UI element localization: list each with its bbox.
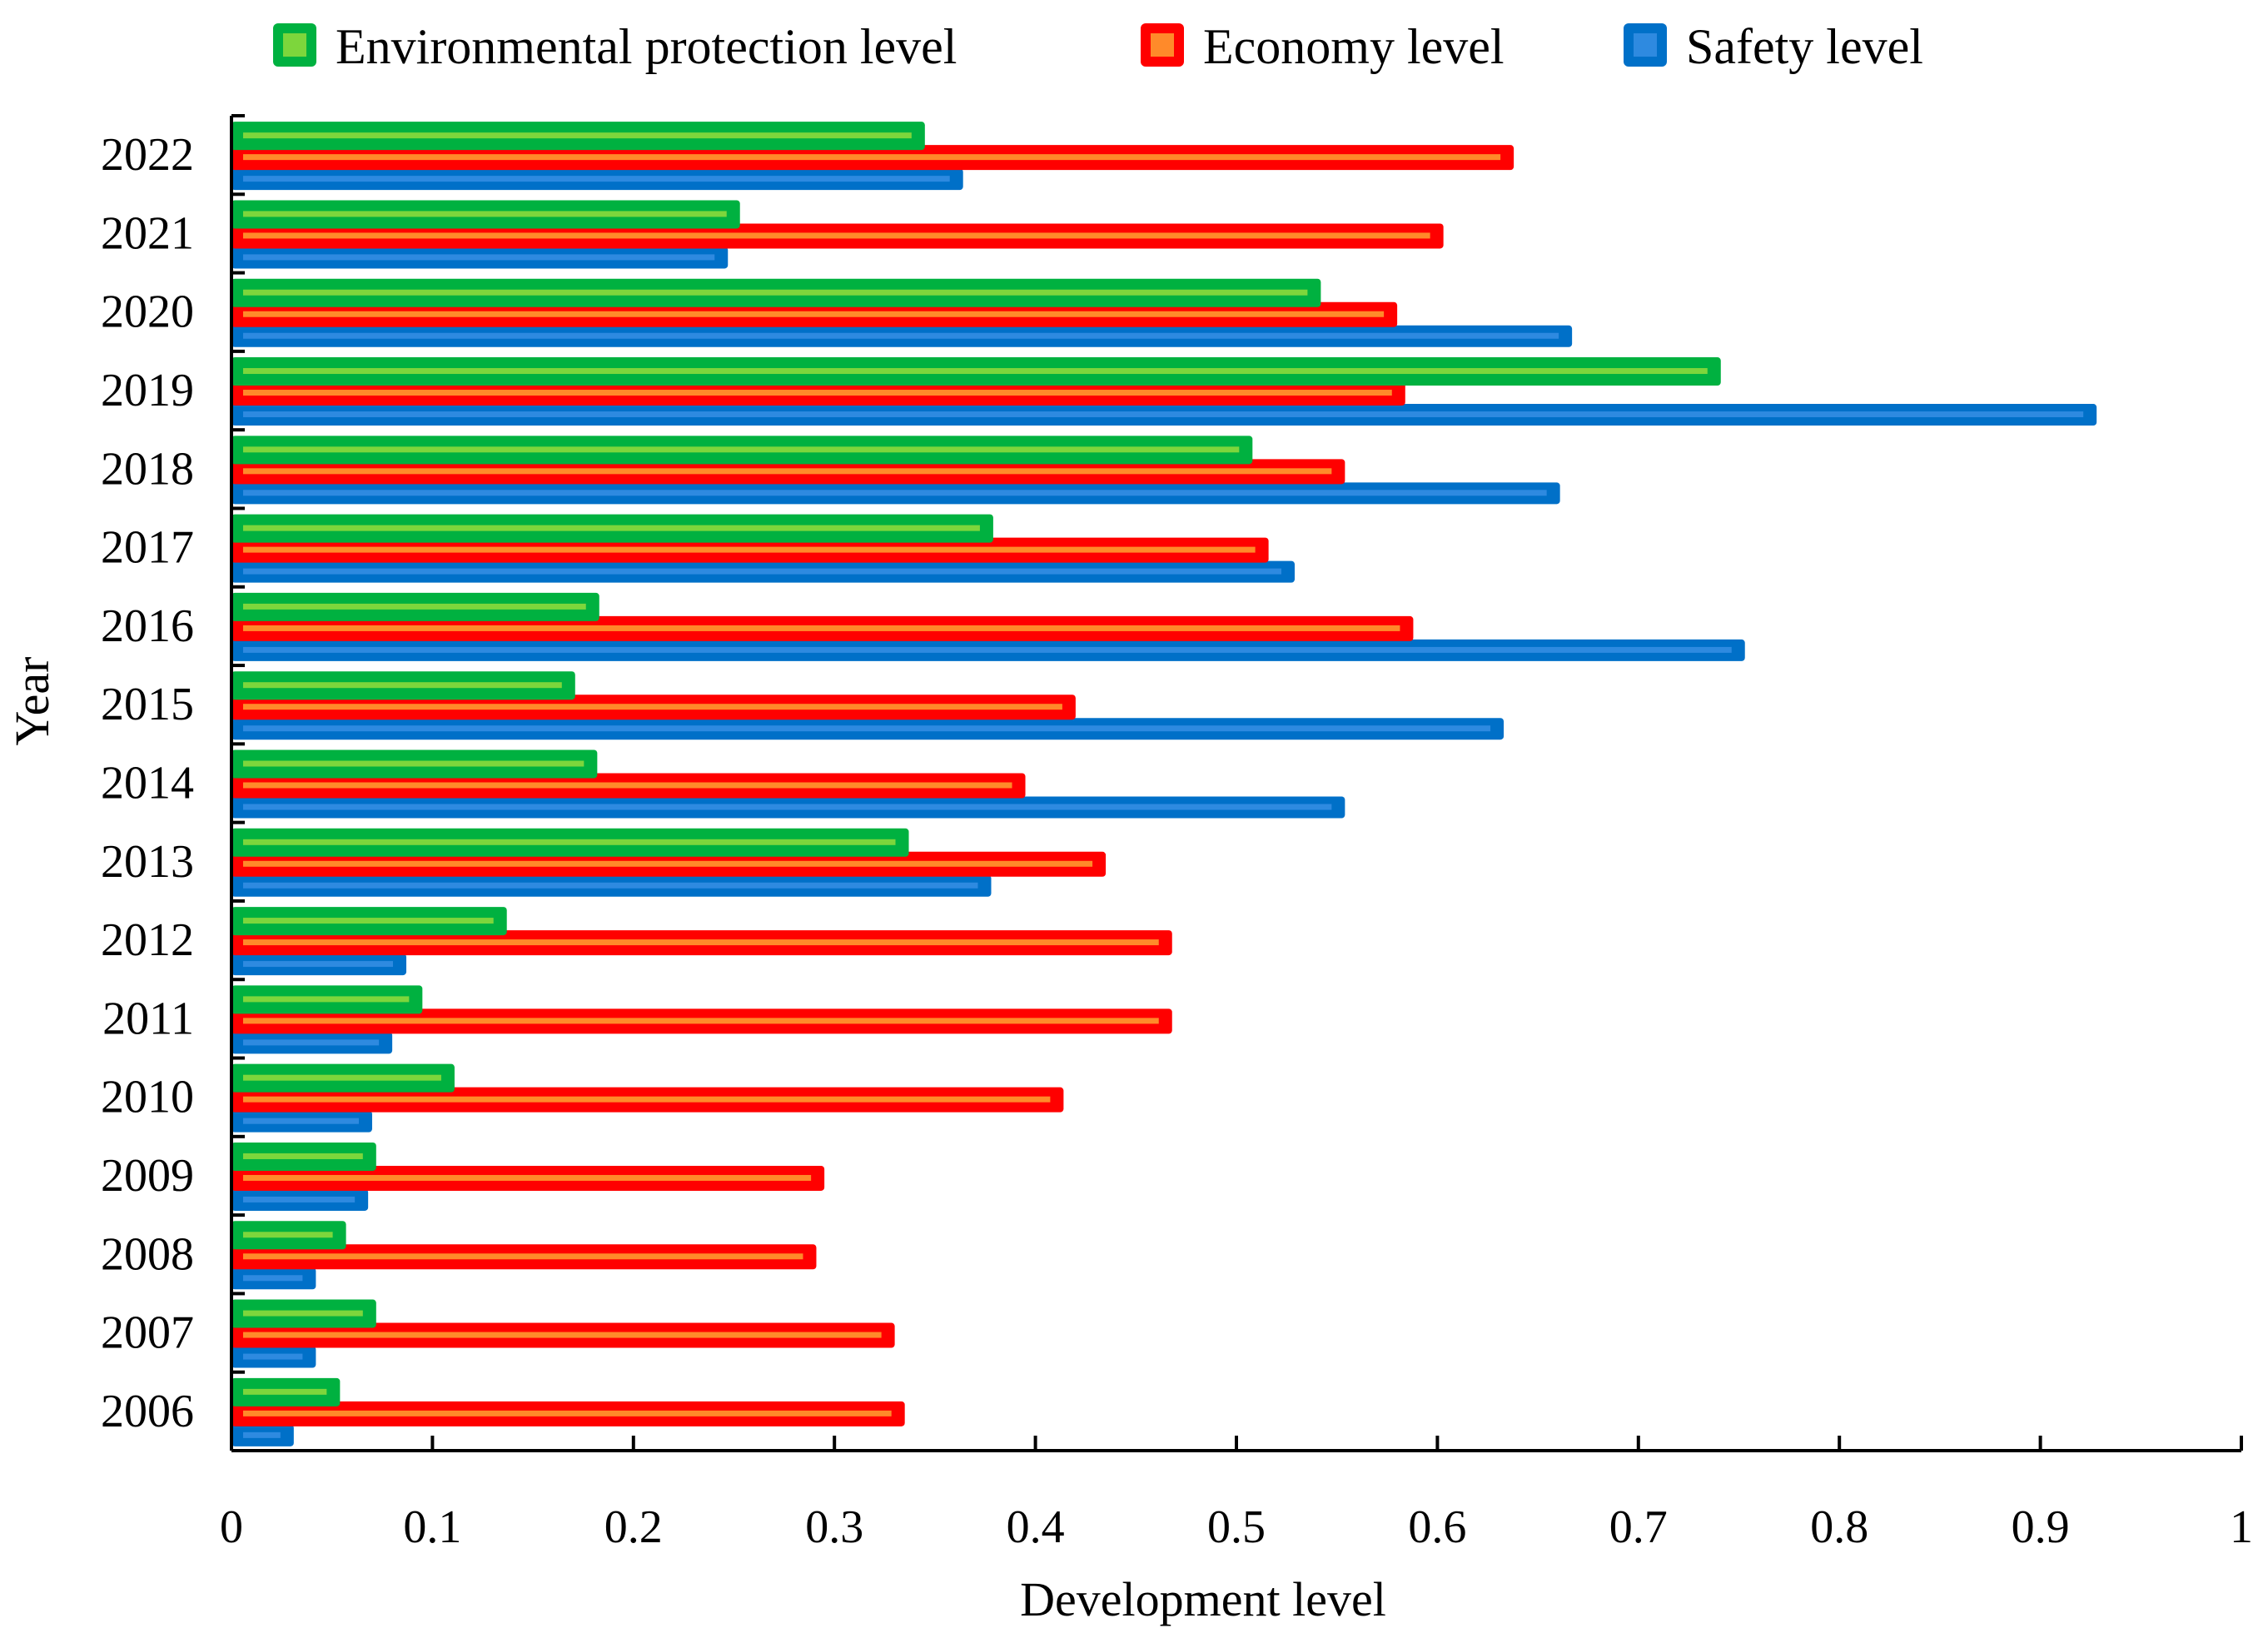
- y-tick-label: 2019: [101, 365, 194, 416]
- bar-highlight: [243, 725, 1491, 732]
- bar-highlight: [243, 1332, 882, 1338]
- bar-highlight: [243, 1410, 892, 1416]
- bar-highlight: [243, 1431, 281, 1438]
- y-tick-label: 2007: [101, 1307, 194, 1359]
- bar-highlight: [243, 1253, 803, 1260]
- bar-highlight: [243, 1388, 327, 1395]
- bar-highlight: [243, 490, 1547, 496]
- bar-highlight: [243, 289, 1308, 296]
- bar-highlight: [243, 132, 912, 139]
- bar-highlight: [243, 625, 1400, 631]
- y-tick-label: 2021: [101, 207, 194, 259]
- y-tick-label: 2017: [101, 522, 194, 574]
- legend-label: Economy level: [1203, 19, 1505, 74]
- y-tick-label: 2016: [101, 600, 194, 652]
- bar-highlight: [243, 1039, 380, 1046]
- legend-label: Environmental protection level: [336, 19, 957, 74]
- y-tick-label: 2011: [102, 993, 194, 1044]
- bar-highlight: [243, 704, 1062, 710]
- legend-swatch-inner: [283, 33, 306, 57]
- y-tick-label: 2010: [101, 1072, 194, 1123]
- bar-highlight: [243, 154, 1501, 161]
- bar-highlight: [243, 368, 1708, 375]
- x-tick-label: 0.3: [805, 1501, 863, 1553]
- bar-highlight: [243, 211, 727, 217]
- y-tick-label: 2008: [101, 1228, 194, 1280]
- bar-highlight: [243, 603, 586, 610]
- x-tick-label: 0.8: [1810, 1501, 1868, 1553]
- bar-highlight: [243, 882, 978, 889]
- x-tick-label: 0: [220, 1501, 243, 1553]
- bar-highlight: [243, 918, 494, 924]
- bar-highlight: [243, 568, 1282, 575]
- bar-highlight: [243, 760, 584, 767]
- x-tick-label: 0.9: [2012, 1501, 2070, 1553]
- bar-highlight: [243, 1153, 363, 1159]
- x-tick-label: 0.6: [1408, 1501, 1466, 1553]
- bar-highlight: [243, 332, 1559, 339]
- x-tick-label: 1: [2230, 1501, 2253, 1553]
- y-tick-label: 2013: [101, 836, 194, 888]
- x-tick-label: 0.4: [1007, 1501, 1065, 1553]
- bar-highlight: [243, 860, 1093, 867]
- bar-highlight: [243, 1096, 1051, 1103]
- bar-highlight: [243, 839, 896, 845]
- bar-highlight: [243, 1196, 356, 1202]
- axes: 2022 2021 2020 2019 2018 2017 2016 2015 2014 2013…: [101, 114, 2253, 1553]
- legend-swatch-inner: [1151, 33, 1174, 57]
- x-tick-label: 0.2: [604, 1501, 663, 1553]
- y-tick-label: 2014: [101, 758, 194, 809]
- bar-highlight: [243, 546, 1256, 553]
- legend: Environmental protection level Economy le…: [273, 19, 1923, 74]
- bar-highlight: [243, 311, 1385, 317]
- bar-highlight: [243, 961, 394, 968]
- y-tick-label: 2009: [101, 1150, 194, 1202]
- bar-highlight: [243, 446, 1240, 453]
- x-tick-label: 0.5: [1207, 1501, 1266, 1553]
- bar-highlight: [243, 1232, 333, 1238]
- bar-highlight: [243, 1310, 363, 1317]
- bar-highlight: [243, 1174, 812, 1181]
- legend-label: Safety level: [1686, 19, 1923, 74]
- bar-highlight: [243, 468, 1332, 475]
- bar-highlight: [243, 1018, 1159, 1024]
- x-tick-label: 0.7: [1609, 1501, 1668, 1553]
- bar-highlight: [243, 1118, 359, 1124]
- bar-highlight: [243, 254, 715, 261]
- y-tick-label: 2015: [101, 679, 194, 730]
- y-tick-label: 2022: [101, 129, 194, 181]
- bar-highlight: [243, 996, 410, 1003]
- bar-highlight: [243, 646, 1732, 653]
- x-tick-label: 0.1: [403, 1501, 461, 1553]
- bar-highlight: [243, 232, 1430, 239]
- y-tick-label: 2018: [101, 443, 194, 495]
- y-tick-label: 2006: [101, 1386, 194, 1437]
- bar-highlight: [243, 1353, 303, 1360]
- bar-highlight: [243, 804, 1332, 810]
- bar-highlight: [243, 1074, 441, 1081]
- y-tick-label: 2012: [101, 914, 194, 966]
- bar-highlight: [243, 682, 562, 689]
- legend-swatch-inner: [1634, 33, 1657, 57]
- bar-highlight: [243, 411, 2084, 418]
- bar-highlight: [243, 176, 950, 182]
- bar-highlight: [243, 782, 1012, 789]
- bar-highlight: [243, 390, 1392, 396]
- bar-highlight: [243, 939, 1159, 946]
- y-tick-label: 2020: [101, 286, 194, 338]
- bar-highlight: [243, 525, 980, 531]
- bars: [231, 122, 2097, 1446]
- x-axis-title: Development level: [1020, 1572, 1386, 1626]
- y-axis-title: Year: [5, 657, 59, 746]
- bar-highlight: [243, 1275, 303, 1282]
